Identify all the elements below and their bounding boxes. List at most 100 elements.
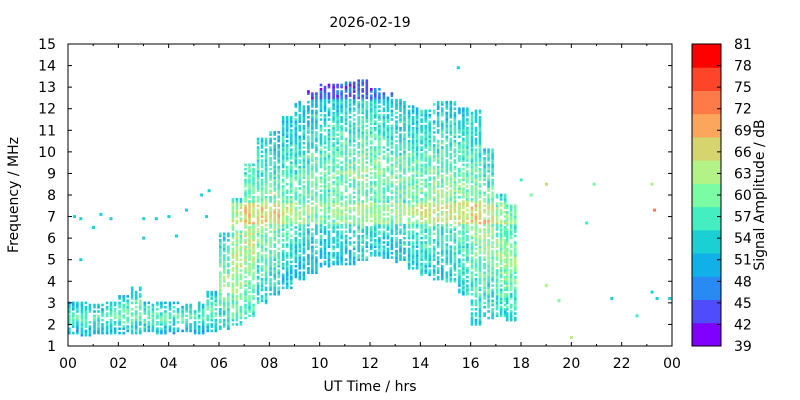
data-point xyxy=(374,174,377,177)
data-point xyxy=(185,308,188,311)
data-point xyxy=(420,215,423,218)
data-point xyxy=(407,262,411,266)
data-point xyxy=(491,202,494,205)
data-point xyxy=(336,262,339,266)
data-point xyxy=(264,200,268,203)
data-point xyxy=(290,264,293,268)
data-point xyxy=(487,221,490,225)
data-point xyxy=(285,256,289,259)
data-point xyxy=(374,163,377,167)
data-point xyxy=(390,172,394,175)
data-point xyxy=(428,189,431,192)
data-point xyxy=(503,277,507,281)
data-point xyxy=(436,129,440,132)
data-point xyxy=(407,105,411,108)
data-point xyxy=(344,90,348,93)
data-point xyxy=(185,303,188,307)
data-point xyxy=(273,230,276,233)
data-point xyxy=(260,245,264,249)
data-point xyxy=(281,282,285,285)
data-point xyxy=(415,159,419,162)
data-point xyxy=(361,133,364,136)
data-point xyxy=(315,118,318,121)
data-point xyxy=(466,163,469,167)
data-point xyxy=(483,232,486,236)
data-point xyxy=(352,167,356,171)
data-point xyxy=(432,180,436,184)
data-point xyxy=(302,260,306,264)
data-point xyxy=(298,120,302,123)
data-point xyxy=(352,191,356,195)
data-point xyxy=(348,208,352,212)
data-point xyxy=(231,275,235,279)
data-point xyxy=(256,269,260,272)
data-point xyxy=(399,217,402,220)
data-point xyxy=(390,98,394,102)
data-point xyxy=(436,234,440,238)
data-point xyxy=(344,98,348,102)
data-point xyxy=(298,241,302,244)
data-point xyxy=(269,167,272,171)
data-point xyxy=(269,264,272,268)
data-point xyxy=(235,305,239,309)
data-point xyxy=(260,141,264,145)
data-point xyxy=(499,305,503,309)
data-point xyxy=(219,327,222,330)
data-point xyxy=(235,251,239,255)
data-point xyxy=(407,249,411,253)
data-point xyxy=(248,189,251,192)
data-point xyxy=(315,111,318,115)
data-point xyxy=(273,290,276,294)
data-point xyxy=(197,314,201,318)
data-point xyxy=(411,243,415,246)
data-point xyxy=(285,159,289,162)
data-point xyxy=(399,254,402,257)
data-point xyxy=(122,303,125,307)
data-point xyxy=(445,219,449,223)
data-point xyxy=(483,161,486,164)
data-point xyxy=(487,243,490,246)
data-point xyxy=(352,103,356,106)
data-point xyxy=(432,239,436,242)
data-point xyxy=(323,243,327,246)
data-point xyxy=(470,141,474,145)
data-point xyxy=(395,232,398,236)
data-point xyxy=(458,189,461,192)
data-point xyxy=(235,297,239,300)
data-point xyxy=(223,305,226,309)
data-point xyxy=(277,159,280,162)
data-point xyxy=(327,94,331,98)
data-point xyxy=(269,245,272,249)
data-point xyxy=(290,221,293,225)
data-point xyxy=(491,174,494,177)
data-point xyxy=(302,113,306,117)
data-point xyxy=(407,185,411,188)
data-point xyxy=(428,219,431,223)
data-point xyxy=(252,273,255,277)
data-point xyxy=(487,297,490,300)
data-point xyxy=(264,182,268,186)
data-point xyxy=(181,305,184,309)
data-point xyxy=(487,163,490,167)
data-point xyxy=(474,206,478,210)
data-point xyxy=(361,150,364,154)
data-point xyxy=(248,271,251,274)
data-point xyxy=(503,232,507,236)
data-point xyxy=(495,239,499,242)
data-point xyxy=(344,109,348,113)
data-point xyxy=(474,323,478,326)
data-point xyxy=(340,234,343,238)
data-point xyxy=(327,189,331,192)
data-point xyxy=(244,226,247,229)
data-point xyxy=(323,239,327,242)
data-point xyxy=(340,137,343,141)
data-point xyxy=(361,111,364,115)
data-point xyxy=(327,133,331,136)
data-point xyxy=(411,178,415,182)
data-point xyxy=(319,217,323,220)
data-point xyxy=(352,195,356,199)
data-point xyxy=(411,154,415,158)
data-point xyxy=(399,129,402,132)
data-point xyxy=(436,185,440,188)
data-point xyxy=(201,327,205,330)
